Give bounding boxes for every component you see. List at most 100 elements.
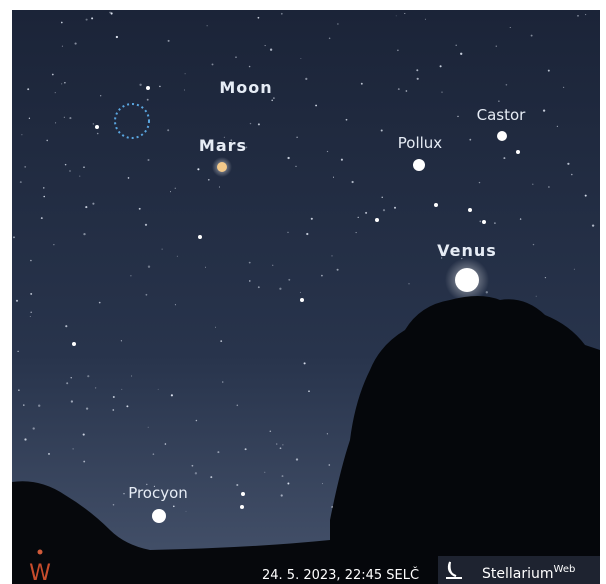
star [113, 396, 115, 398]
star [296, 458, 298, 460]
star [64, 117, 65, 118]
star [170, 191, 171, 192]
star [281, 13, 283, 15]
star [503, 157, 505, 159]
star [147, 159, 149, 161]
star [29, 118, 30, 119]
star [287, 157, 289, 159]
star [434, 203, 438, 207]
star [146, 294, 148, 296]
datetime[interactable]: 24. 5. 2023, 22:45 SELČ [262, 567, 419, 583]
star [396, 15, 397, 16]
star [100, 95, 101, 96]
star [258, 123, 260, 125]
star [20, 181, 22, 183]
star [417, 78, 419, 80]
mars-label: Mars [199, 136, 247, 155]
star [186, 511, 187, 512]
star [287, 232, 288, 233]
star [16, 300, 18, 302]
star [440, 65, 442, 67]
star [46, 140, 48, 142]
star [237, 405, 239, 407]
star [346, 119, 348, 121]
star [236, 484, 238, 486]
star [498, 101, 499, 102]
star [280, 447, 282, 449]
star [75, 43, 77, 45]
star [496, 46, 497, 47]
star [175, 304, 176, 305]
star [121, 340, 122, 341]
star [38, 405, 40, 407]
star [93, 123, 95, 125]
star [99, 302, 101, 304]
compass-dot [38, 550, 43, 555]
pollux-label: Pollux [398, 134, 443, 152]
star [43, 196, 45, 198]
star [86, 407, 88, 409]
star [30, 293, 32, 295]
star [24, 438, 26, 440]
star [321, 275, 323, 277]
star [85, 206, 87, 208]
star [185, 73, 186, 74]
star [356, 232, 357, 233]
star [95, 387, 96, 388]
star [91, 17, 93, 19]
star [300, 292, 301, 293]
pollux[interactable] [413, 159, 425, 171]
star [95, 125, 99, 129]
star [62, 46, 63, 47]
star [33, 427, 35, 429]
star [217, 451, 219, 453]
star [235, 56, 237, 58]
star [468, 208, 472, 212]
star [548, 186, 550, 188]
page: {"sky_labels": {"moon": "Moon", "mars": … [0, 0, 606, 584]
star [592, 224, 594, 226]
star [220, 340, 222, 342]
star [17, 351, 18, 352]
star [97, 133, 99, 135]
star [295, 166, 296, 167]
star [61, 83, 62, 84]
star [331, 255, 332, 256]
star [61, 22, 63, 24]
star [337, 23, 338, 24]
castor[interactable] [497, 131, 507, 141]
star [265, 45, 266, 46]
procyon[interactable] [152, 509, 166, 523]
star [73, 448, 74, 449]
star [296, 137, 297, 138]
star [308, 390, 310, 392]
star [184, 89, 185, 90]
star [279, 288, 281, 290]
star [287, 483, 289, 485]
star [69, 170, 70, 171]
star [533, 244, 534, 245]
star [270, 430, 272, 432]
star [245, 448, 247, 450]
star [333, 177, 334, 178]
star [83, 233, 85, 235]
star [531, 35, 533, 37]
star [128, 177, 130, 179]
star [494, 222, 496, 224]
star [510, 27, 511, 28]
mars[interactable] [217, 162, 227, 172]
star [192, 465, 194, 467]
star [341, 159, 343, 161]
venus[interactable] [455, 268, 479, 292]
star [532, 184, 533, 185]
star [327, 151, 328, 152]
star [406, 90, 408, 92]
star [153, 453, 155, 455]
star [162, 249, 163, 250]
star [197, 168, 199, 170]
star [571, 174, 573, 176]
star [55, 92, 56, 93]
star [30, 260, 32, 262]
star [306, 233, 308, 235]
star [416, 69, 418, 71]
